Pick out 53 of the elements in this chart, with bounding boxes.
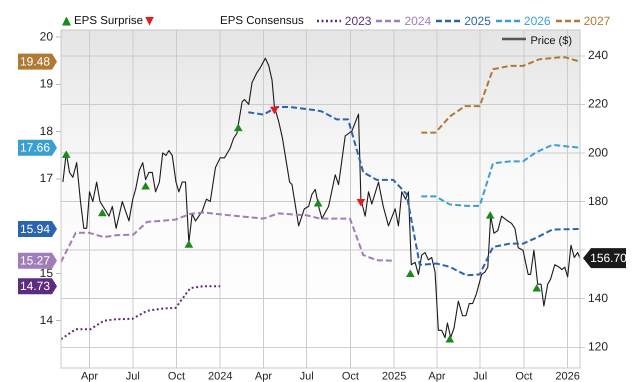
point bbox=[314, 199, 322, 206]
x-tick-label: Oct bbox=[515, 370, 532, 382]
legend-label: 2024 bbox=[404, 14, 432, 28]
x-tick-label: Apr bbox=[428, 370, 446, 382]
point bbox=[406, 270, 414, 277]
x-tick-label: Oct bbox=[168, 370, 186, 382]
y-tick-label: 17 bbox=[40, 171, 54, 186]
text: 15.94 bbox=[20, 222, 50, 236]
text: 17.66 bbox=[20, 140, 50, 155]
text: Price ($) bbox=[530, 35, 572, 47]
text: 15.27 bbox=[20, 254, 50, 268]
point bbox=[62, 150, 70, 158]
y2-tick-label: 120 bbox=[588, 340, 608, 354]
x-tick-label: 2025 bbox=[382, 370, 406, 382]
line-series bbox=[247, 106, 580, 276]
legend-label: EPS Surprise bbox=[74, 15, 144, 27]
x-tick-label: Apr bbox=[254, 370, 272, 382]
line-series bbox=[420, 56, 580, 134]
legend-title: EPS Consensus bbox=[220, 15, 304, 27]
y2-tick-label: 220 bbox=[588, 96, 608, 111]
point bbox=[184, 240, 193, 248]
legend-label: 2027 bbox=[584, 14, 610, 28]
legend-label: 2026 bbox=[524, 14, 551, 28]
point bbox=[532, 284, 541, 292]
y2-tick-label: 240 bbox=[588, 48, 608, 62]
text: 14.73 bbox=[20, 279, 50, 294]
y2-tick-label: 140 bbox=[588, 291, 608, 306]
line-series bbox=[61, 211, 394, 264]
y-tick-label: 19 bbox=[40, 76, 54, 91]
line-series bbox=[61, 285, 222, 340]
x-tick-label: 2024 bbox=[208, 370, 232, 382]
point bbox=[234, 124, 242, 132]
x-tick-label: Jul bbox=[126, 370, 140, 382]
y-tick-label: 14 bbox=[40, 313, 54, 328]
legend-label: 2023 bbox=[344, 14, 372, 28]
point bbox=[98, 209, 106, 216]
point bbox=[142, 182, 150, 190]
legend-label: 2025 bbox=[464, 14, 491, 28]
text: 19.48 bbox=[20, 54, 50, 68]
line-series bbox=[420, 144, 580, 207]
x-tick-label: Oct bbox=[342, 370, 360, 382]
y-tick-label: 15 bbox=[40, 266, 54, 280]
y2-tick-label: 200 bbox=[588, 145, 608, 160]
x-tick-label: 2026 bbox=[555, 370, 580, 382]
x-tick-label: Jul bbox=[300, 370, 314, 382]
x-tick-label: Jul bbox=[473, 370, 488, 382]
point bbox=[486, 212, 494, 219]
y-tick-label: 20 bbox=[40, 29, 54, 44]
point bbox=[446, 336, 454, 343]
y-tick-label: 18 bbox=[40, 124, 54, 138]
x-tick-label: Apr bbox=[80, 370, 98, 382]
y2-tick-label: 180 bbox=[588, 194, 608, 208]
data-label: 156.70 bbox=[590, 250, 628, 265]
